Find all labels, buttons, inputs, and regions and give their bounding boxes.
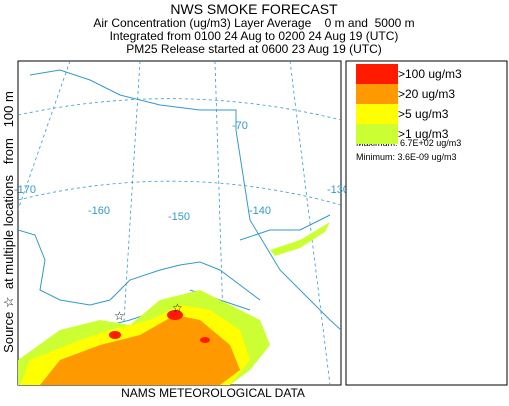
map-label: -170 — [14, 184, 36, 196]
map-label: -130 — [327, 184, 349, 196]
subtitle: PM25 Release started at 0600 23 Aug 19 (… — [126, 42, 381, 56]
source-marker: ☆ — [172, 301, 183, 315]
legend-swatch — [356, 64, 398, 84]
legend-swatch — [356, 124, 398, 144]
subtitle: Air Concentration (ug/m3) Layer Average … — [93, 16, 414, 30]
title: NWS SMOKE FORECAST — [170, 1, 338, 17]
legend-swatch — [356, 84, 398, 104]
legend-minimum: Minimum: 3.6E-09 ug/m3 — [356, 152, 457, 162]
legend: Maximum: 6.7E+02 ug/m3 Minimum: 3.6E-09 … — [345, 60, 508, 386]
legend-label: >5 ug/m3 — [398, 107, 449, 121]
map-label: -150 — [168, 211, 190, 223]
map: ☆ ☆ -70 -170 -160 -150 -140 -130 — [14, 60, 349, 386]
legend-label: >20 ug/m3 — [398, 87, 455, 101]
legend-maximum: Maximum: 6.7E+02 ug/m3 — [356, 138, 461, 148]
graticule — [289, 61, 331, 385]
map-label: -70 — [232, 120, 248, 132]
coastline — [29, 69, 341, 331]
map-label: -160 — [88, 205, 110, 217]
coastline — [239, 214, 331, 241]
source-marker: ☆ — [114, 309, 125, 323]
footer: NAMS METEOROLOGICAL DATA — [121, 386, 305, 400]
graticule — [18, 98, 341, 121]
legend-swatch — [356, 104, 398, 124]
smoke-plume — [18, 222, 330, 385]
graticule — [18, 180, 341, 206]
coastline — [18, 229, 261, 306]
subtitle: Integrated from 0100 24 Aug to 0200 24 A… — [110, 29, 399, 43]
side-label: Source ☆ at multiple locations from 100 … — [1, 91, 16, 353]
graticule — [18, 61, 71, 211]
legend-label: >1 ug/m3 — [398, 127, 449, 141]
legend-label: >100 ug/m3 — [398, 67, 462, 81]
map-label: -140 — [249, 205, 271, 217]
